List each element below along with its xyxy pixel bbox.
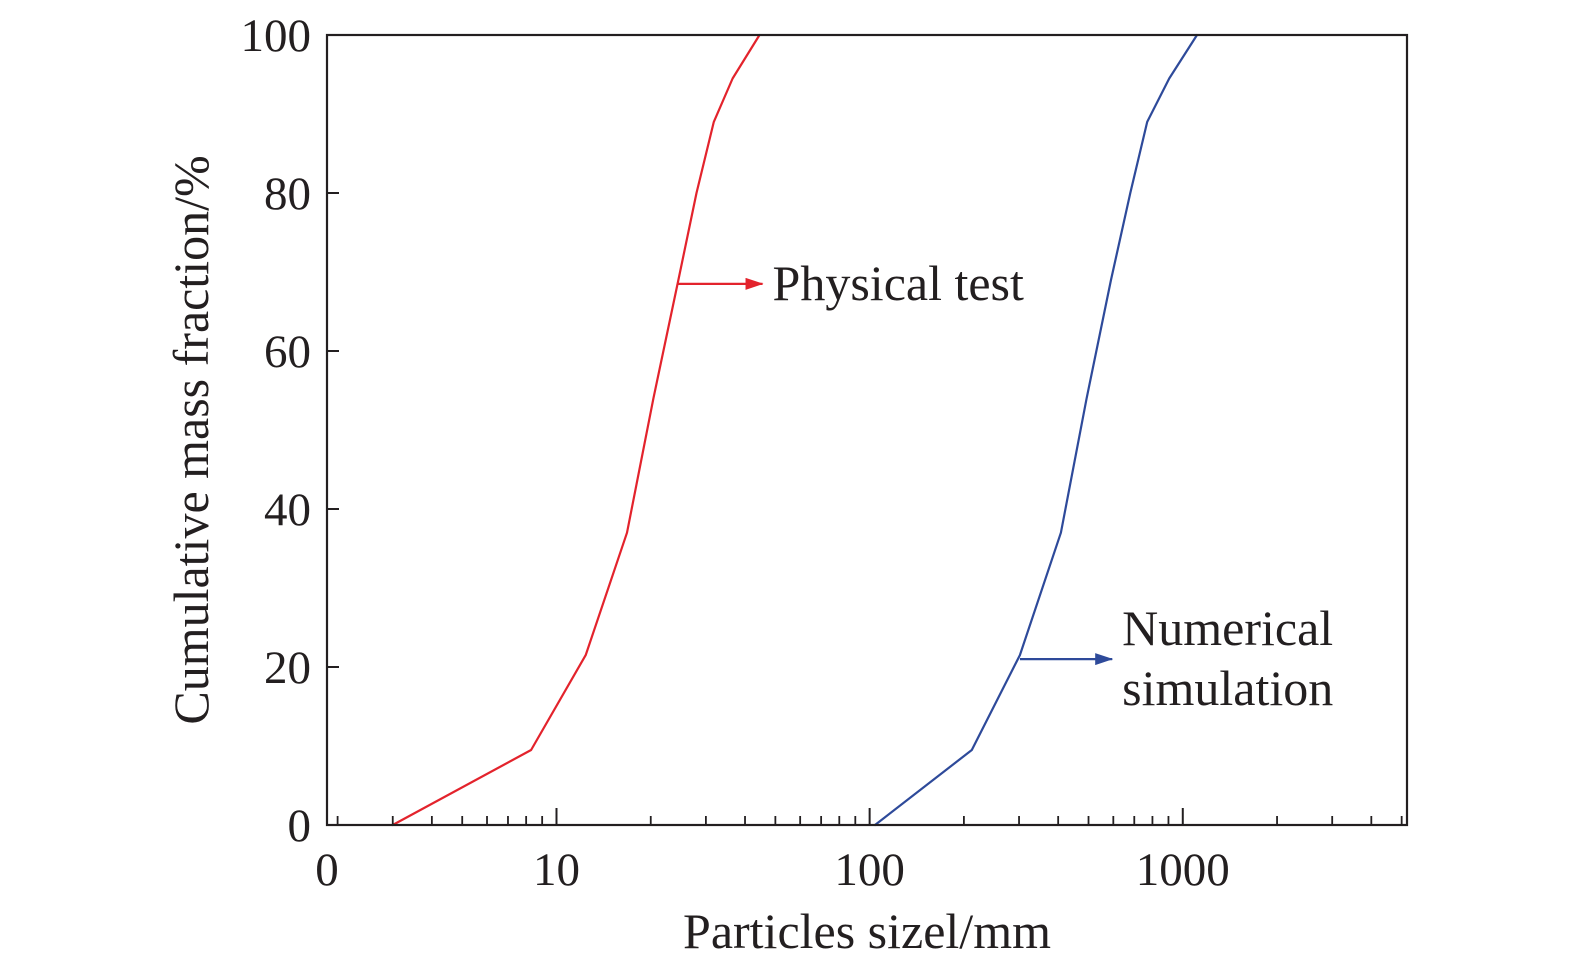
y-tick-label-40: 40	[264, 484, 311, 536]
x-axis-title: Particles sizel/mm	[683, 903, 1051, 959]
series-line-physical-test	[391, 33, 761, 827]
y-tick-label-0: 0	[288, 800, 312, 852]
y-axis-title: Cumulative mass fraction/%	[163, 155, 219, 724]
y-tick-label-100: 100	[241, 10, 312, 62]
numerical-simulation-annotation-text-1: Numerical	[1122, 600, 1333, 656]
x-tick-label-1000: 1000	[1136, 844, 1230, 896]
y-tick-label-20: 20	[264, 642, 311, 694]
y-tick-label-80: 80	[264, 168, 311, 220]
x-tick-label-100: 100	[834, 844, 905, 896]
plot-frame	[325, 33, 1409, 827]
numerical-simulation-annotation-text-2: simulation	[1122, 660, 1333, 716]
physical-test-annotation-text-1: Physical test	[773, 255, 1024, 311]
x-tick-label-10: 10	[533, 844, 580, 896]
x-tick-label-0: 0	[315, 844, 339, 896]
y-tick-label-60: 60	[264, 326, 311, 378]
series-line-numerical-simulation	[873, 33, 1199, 827]
